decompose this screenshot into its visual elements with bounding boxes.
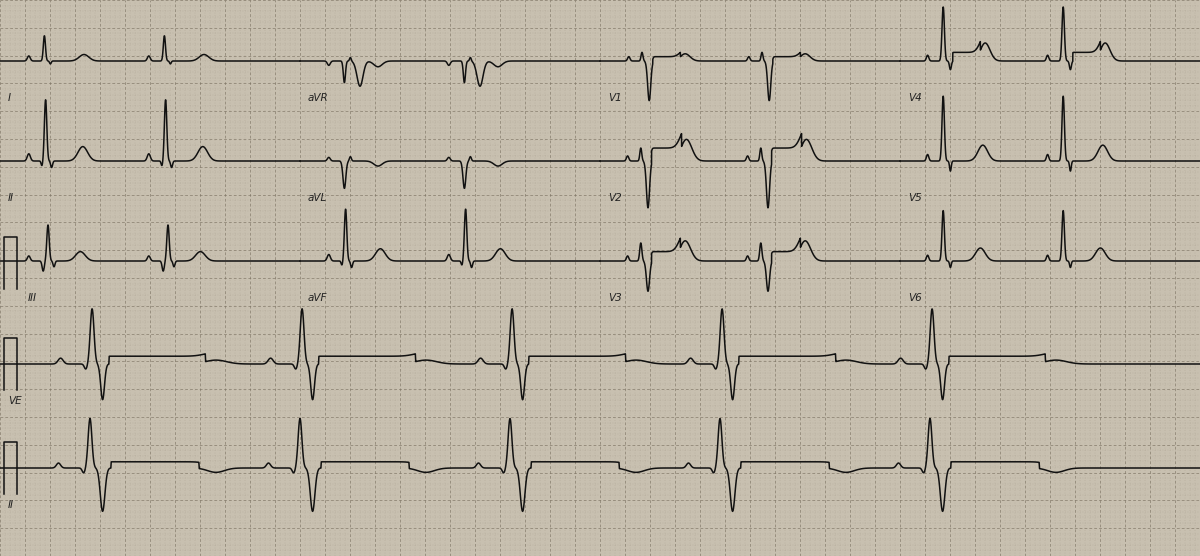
Text: I: I <box>8 93 11 103</box>
Text: VE: VE <box>8 396 22 406</box>
Text: II: II <box>8 193 14 203</box>
Text: V2: V2 <box>608 193 622 203</box>
Text: II: II <box>8 500 14 510</box>
Text: aVR: aVR <box>308 93 329 103</box>
Text: V4: V4 <box>908 93 922 103</box>
Text: V6: V6 <box>908 293 922 303</box>
Text: V1: V1 <box>608 93 622 103</box>
Text: V3: V3 <box>608 293 622 303</box>
Text: V5: V5 <box>908 193 922 203</box>
Text: aVF: aVF <box>308 293 328 303</box>
Text: aVL: aVL <box>308 193 328 203</box>
Text: III: III <box>28 293 37 303</box>
